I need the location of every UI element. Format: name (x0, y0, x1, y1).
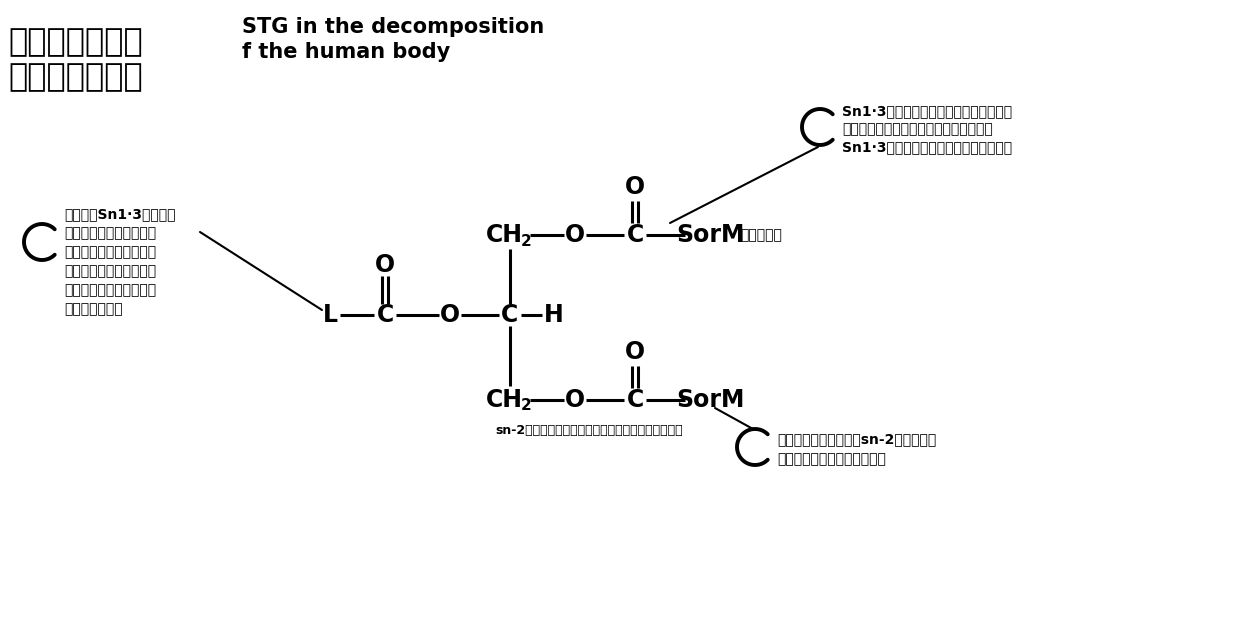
Text: O: O (565, 388, 585, 412)
Text: f the human body: f the human body (242, 42, 450, 62)
Text: 以游离脂肪酸的形成与蒙: 以游离脂肪酸的形成与蒙 (64, 226, 156, 240)
Text: SorM: SorM (676, 388, 744, 412)
Text: 2: 2 (521, 399, 532, 413)
Text: O: O (565, 223, 585, 247)
Text: 送到肝脏，进入线粒而被: 送到肝脏，进入线粒而被 (64, 264, 156, 278)
Text: O: O (625, 340, 645, 364)
Text: STG in the decomposition: STG in the decomposition (242, 17, 544, 37)
Text: sn-2位为长硕链必需脂肪酸的结构，贴近肠管吸收。: sn-2位为长硕链必需脂肪酸的结构，贴近肠管吸收。 (495, 423, 683, 436)
Text: 2: 2 (521, 233, 532, 249)
Text: C: C (501, 303, 518, 327)
Text: Sn1·3位在舌脆酶、胃脆酶的作用，完全: Sn1·3位在舌脆酶、胃脆酶的作用，完全 (842, 104, 1012, 118)
Text: 在人体中的分解: 在人体中的分解 (7, 62, 143, 93)
Text: CH: CH (486, 388, 522, 412)
Text: 大部分的Sn1·3位脂肪酸: 大部分的Sn1·3位脂肪酸 (64, 207, 176, 221)
Text: L: L (322, 303, 337, 327)
Text: 白结合，通过门静脉被输: 白结合，通过门静脉被输 (64, 245, 156, 259)
Text: CH: CH (486, 223, 522, 247)
Text: C: C (626, 388, 644, 412)
Text: 多不饱和脂肪酸: 多不饱和脂肪酸 (7, 27, 143, 58)
Text: O: O (625, 175, 645, 199)
Text: 加水分解为脂肪酸和甘油，被迅速吸收，: 加水分解为脂肪酸和甘油，被迅速吸收， (842, 122, 993, 136)
Text: H: H (544, 303, 564, 327)
Text: SorM: SorM (676, 223, 744, 247)
Text: O: O (374, 253, 396, 277)
Text: 可充分利用如图所示的sn-2位酰基甘油: 可充分利用如图所示的sn-2位酰基甘油 (777, 432, 936, 446)
Text: Sn1·3位水解生成的游离脂肪酸不再合成: Sn1·3位水解生成的游离脂肪酸不再合成 (842, 140, 1012, 154)
Text: O: O (440, 303, 460, 327)
Text: 来改善长硕链脂肪酸的吸收。: 来改善长硕链脂肪酸的吸收。 (777, 452, 885, 466)
Text: C: C (626, 223, 644, 247)
Text: 甘油三酯。: 甘油三酯。 (740, 228, 782, 242)
Text: C: C (377, 303, 393, 327)
Text: 迅速氧化分解，满足人体: 迅速氧化分解，满足人体 (64, 283, 156, 297)
Text: 对蝋白的需要。: 对蝋白的需要。 (64, 302, 123, 316)
